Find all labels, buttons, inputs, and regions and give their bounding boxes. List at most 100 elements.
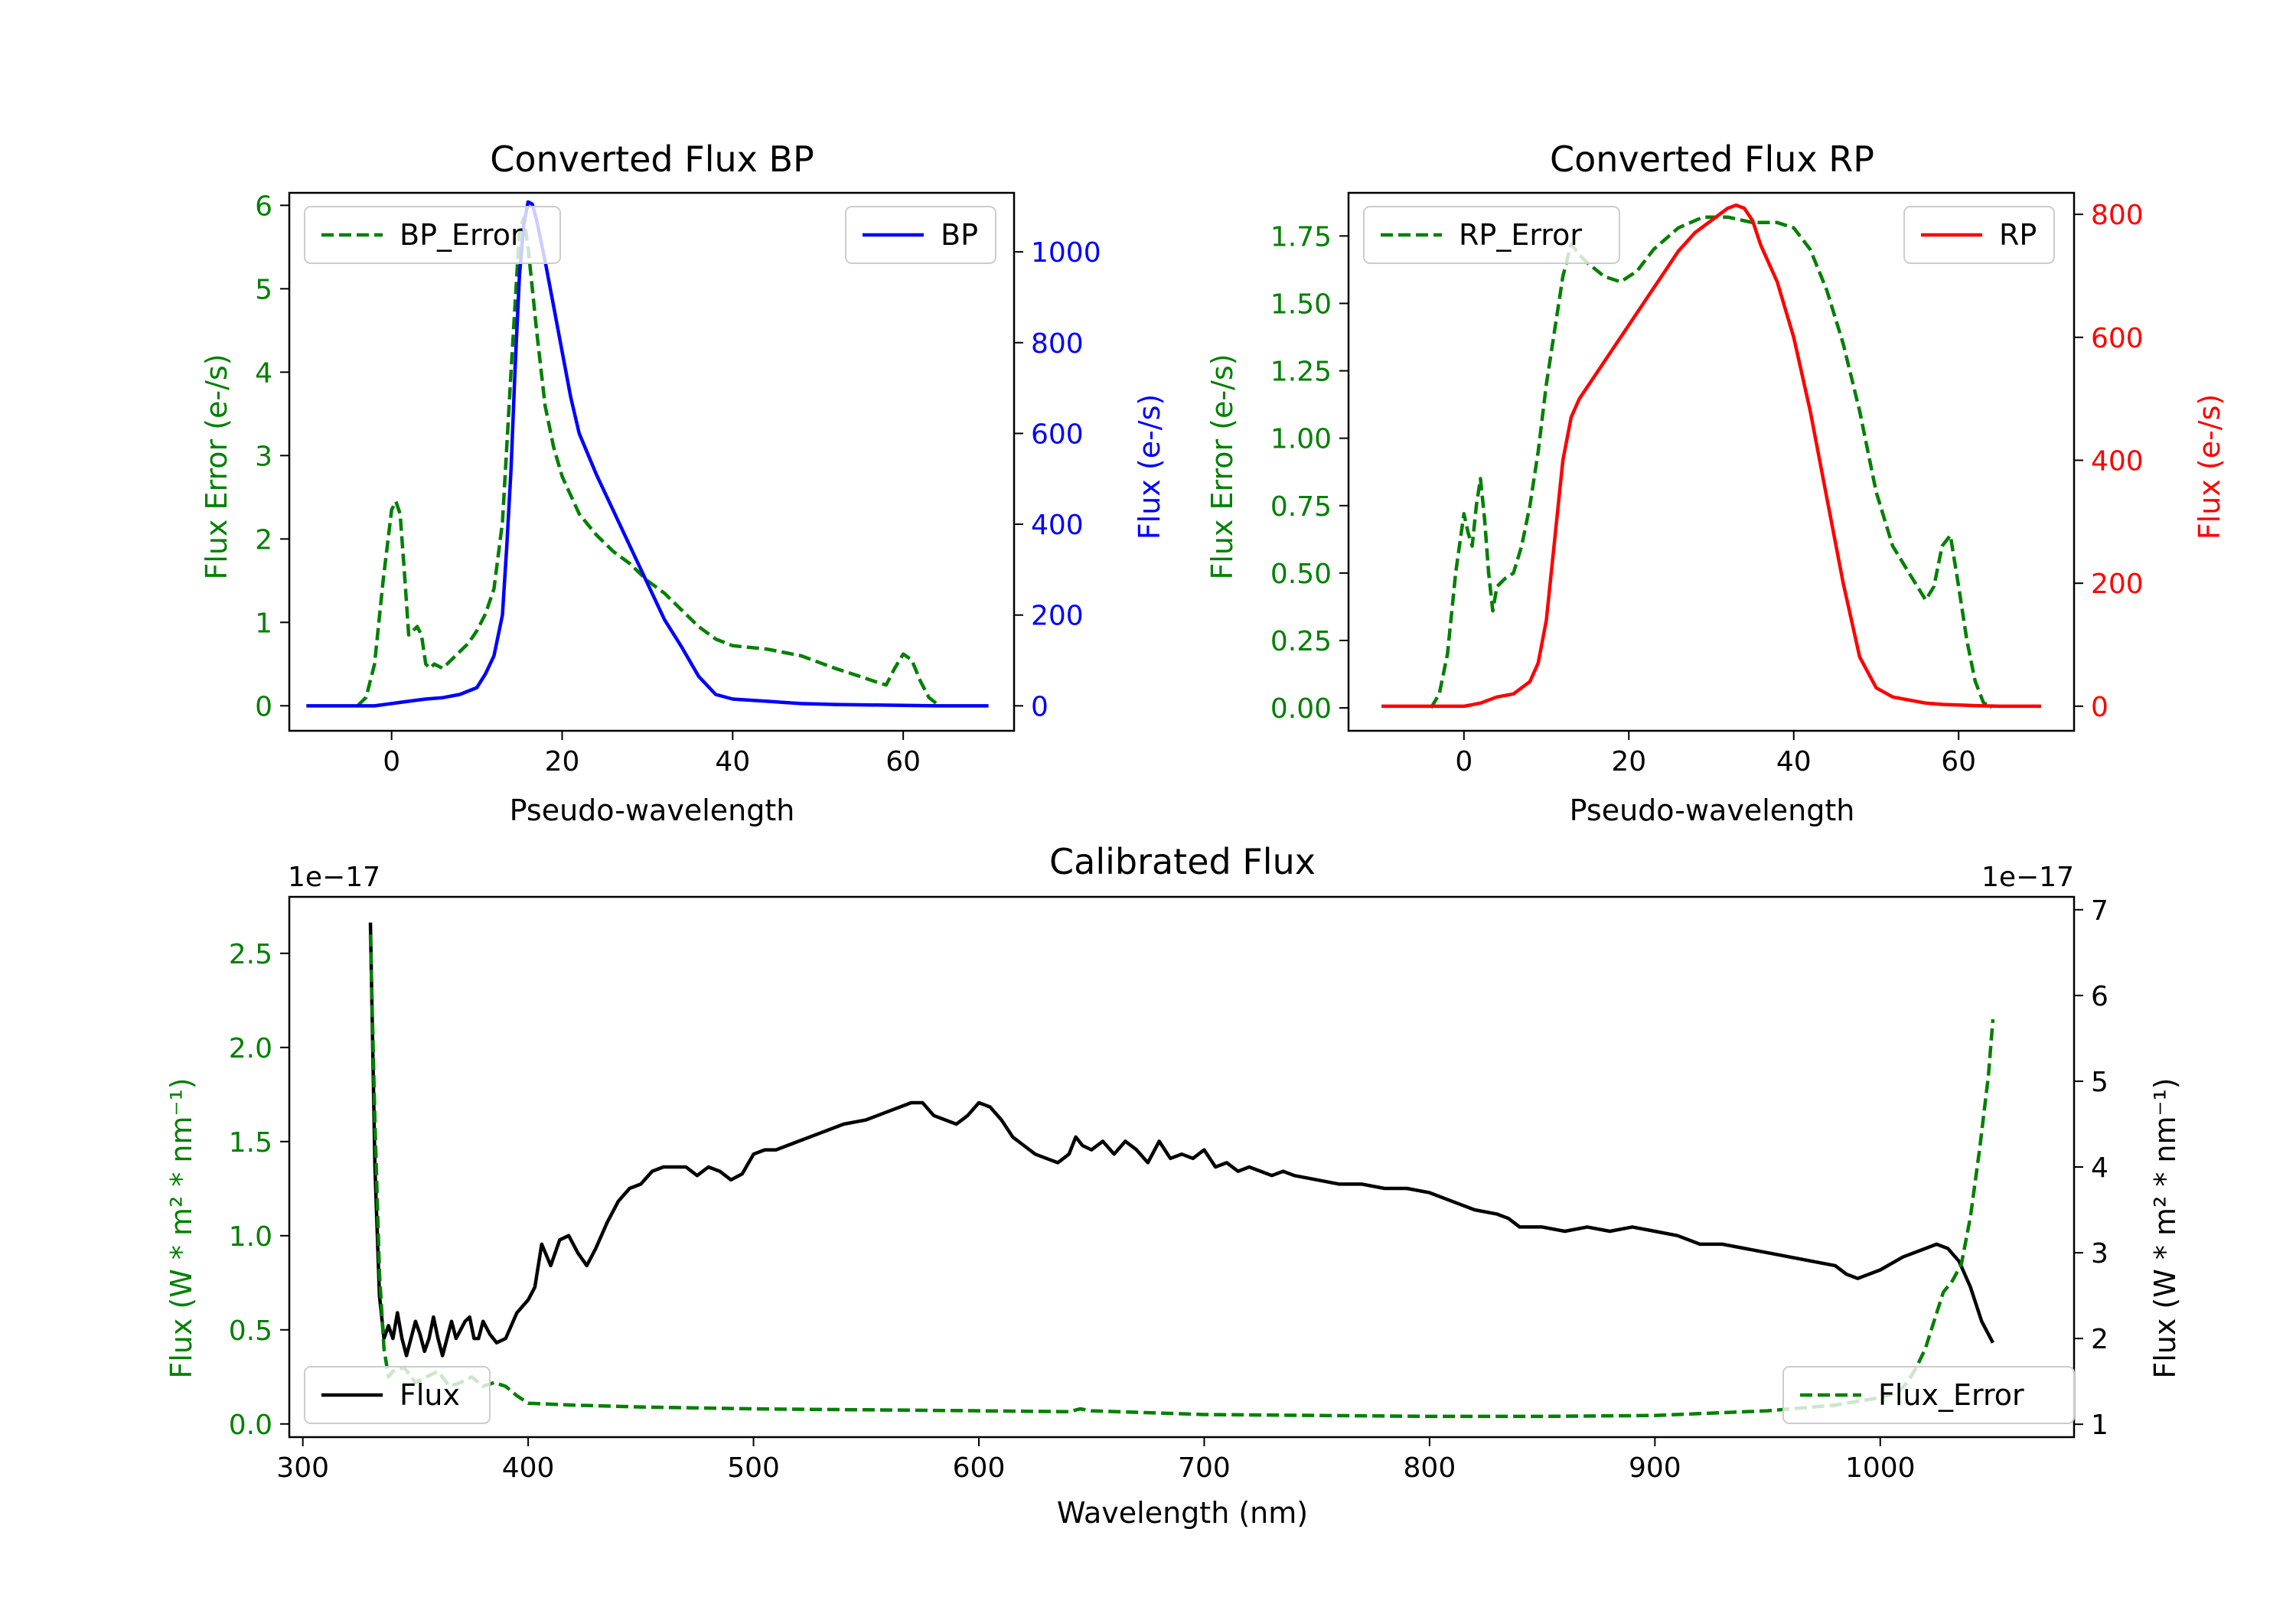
y-axis-label-left: Flux Error (e-/s) <box>1205 354 1239 579</box>
y-left-tick-label: 6 <box>255 191 272 222</box>
y-right-tick-label: 0 <box>2091 692 2108 723</box>
x-tick-label: 40 <box>1776 746 1812 777</box>
axis-ticks: 300 400 500 600 700 800 900 1000 0.0 0.5 1.0 1.5 2.0… <box>229 895 2108 1484</box>
x-tick-label: 400 <box>502 1452 555 1484</box>
x-tick-label: 60 <box>1941 746 1976 777</box>
x-tick-label: 20 <box>1611 746 1646 777</box>
legend-box <box>304 1366 491 1424</box>
y-left-tick-label: 0.00 <box>1270 693 1332 725</box>
panel-converted-flux-bp: Converted Flux BP 0 20 40 60012345602004006… <box>200 139 1166 827</box>
legend-label: RP_Error <box>1459 218 1582 252</box>
y-left-tick-label: 2.0 <box>229 1033 272 1064</box>
series-line-rp <box>1381 203 2041 709</box>
y-right-tick-label: 7 <box>2091 895 2108 927</box>
y-right-tick-label: 5 <box>2091 1067 2108 1098</box>
y-right-tick-label: 1 <box>2091 1410 2108 1441</box>
y-left-tick-label: 0.5 <box>229 1315 272 1347</box>
y-right-tick-label: 800 <box>2091 200 2144 231</box>
panel-calibrated-flux: Calibrated Flux 1e−17 1e−17 300 400 500 600… <box>165 841 2182 1530</box>
y-right-tick-label: 3 <box>2091 1238 2108 1270</box>
legends: BP_Error BP <box>304 206 996 264</box>
x-axis-label: Wavelength (nm) <box>1057 1496 1308 1530</box>
x-tick-label: 300 <box>276 1452 329 1484</box>
y-left-tick-label: 2 <box>255 524 272 556</box>
y-right-tick-label: 200 <box>1031 601 1084 632</box>
legend-rp: RP <box>1903 206 2055 264</box>
legend-box <box>1363 206 1620 264</box>
legend-flux: Flux <box>304 1366 491 1424</box>
plot-frame <box>1347 191 2076 732</box>
y-left-tick-label: 1.5 <box>229 1127 272 1159</box>
y-left-tick-label: 1.50 <box>1270 288 1332 320</box>
y-right-tick-label: 800 <box>1031 328 1084 360</box>
x-tick-label: 600 <box>953 1452 1006 1484</box>
legend-label: BP <box>941 218 978 252</box>
series-line-flux-error <box>368 934 1995 1419</box>
legend-bp-error: BP_Error <box>304 206 561 264</box>
x-axis-label: Pseudo-wavelength <box>510 794 795 827</box>
axis-ticks: 0 20 40 60 0.00 0.25 0.50 0.75 1.00 1.25 1.50 1.75 0… <box>1270 200 2144 777</box>
y-left-tick-label: 0.0 <box>229 1410 272 1441</box>
x-tick-label: 0 <box>383 746 400 777</box>
plot-area <box>288 191 1016 732</box>
scale-label-right: 1e−17 <box>1981 862 2074 893</box>
y-left-tick-label: 0 <box>255 691 272 722</box>
legend-label: Flux_Error <box>1878 1378 2024 1412</box>
legends: RP_Error RP <box>1363 206 2055 264</box>
chart-title: Converted Flux RP <box>1550 139 1874 180</box>
y-axis-label-right: Flux (e-/s) <box>2193 394 2226 539</box>
x-tick-label: 900 <box>1629 1452 1681 1484</box>
series-line-bp-error <box>356 216 939 707</box>
y-axis-label-left: Flux (W * m² * nm⁻¹) <box>165 1077 198 1378</box>
x-tick-label: 800 <box>1404 1452 1456 1484</box>
y-right-tick-label: 1000 <box>1031 237 1101 269</box>
legends: Flux Flux_Error <box>304 1366 2075 1424</box>
y-right-tick-label: 4 <box>2091 1152 2108 1184</box>
scale-label-left: 1e−17 <box>288 862 380 893</box>
plot-area <box>1347 191 2076 732</box>
y-left-tick-label: 1.75 <box>1270 221 1332 253</box>
y-left-tick-label: 1 <box>255 608 272 639</box>
y-left-tick-label: 5 <box>255 274 272 305</box>
x-tick-label: 500 <box>727 1452 780 1484</box>
y-left-tick-label: 1.25 <box>1270 357 1332 388</box>
x-tick-label: 20 <box>545 746 580 777</box>
y-left-tick-label: 0.25 <box>1270 626 1332 657</box>
series-line-flux <box>368 922 1994 1358</box>
plot-frame <box>288 895 2076 1439</box>
y-right-tick-label: 600 <box>2091 323 2144 354</box>
x-tick-label: 1000 <box>1845 1452 1916 1484</box>
y-left-tick-label: 3 <box>255 441 272 472</box>
y-left-tick-label: 1.00 <box>1270 424 1332 455</box>
plot-area <box>288 895 2076 1439</box>
y-left-tick-label: 0.50 <box>1270 559 1332 590</box>
y-axis-label-right: Flux (W * m² * nm⁻¹) <box>2148 1077 2182 1378</box>
y-right-tick-label: 400 <box>2091 445 2144 477</box>
x-tick-label: 700 <box>1178 1452 1231 1484</box>
y-right-tick-label: 2 <box>2091 1324 2108 1355</box>
y-right-tick-label: 6 <box>2091 981 2108 1012</box>
y-right-tick-label: 200 <box>2091 569 2144 600</box>
legend-flux-error: Flux_Error <box>1782 1366 2075 1424</box>
legend-label: BP_Error <box>400 218 523 252</box>
legend-box <box>1782 1366 2075 1424</box>
y-right-tick-label: 400 <box>1031 510 1084 541</box>
series-line-rp-error <box>1429 215 1993 709</box>
x-tick-label: 40 <box>715 746 750 777</box>
x-tick-label: 60 <box>885 746 921 777</box>
y-left-tick-label: 1.0 <box>229 1221 272 1253</box>
series-line-bp <box>306 200 989 708</box>
legend-bp: BP <box>845 206 996 264</box>
panel-converted-flux-rp: Converted Flux RP 0 20 40 60 0.00 0.25 0.50 0.7… <box>1205 139 2226 827</box>
y-axis-label-left: Flux Error (e-/s) <box>200 354 233 579</box>
chart-title: Converted Flux BP <box>490 139 814 180</box>
y-right-tick-label: 0 <box>1031 691 1049 722</box>
y-right-tick-label: 600 <box>1031 419 1084 450</box>
y-left-tick-label: 2.5 <box>229 939 272 970</box>
legend-box <box>304 206 561 264</box>
legend-label: Flux <box>400 1378 460 1412</box>
plot-frame <box>288 191 1016 732</box>
x-tick-label: 0 <box>1455 746 1473 777</box>
y-axis-label-right: Flux (e-/s) <box>1133 394 1166 539</box>
